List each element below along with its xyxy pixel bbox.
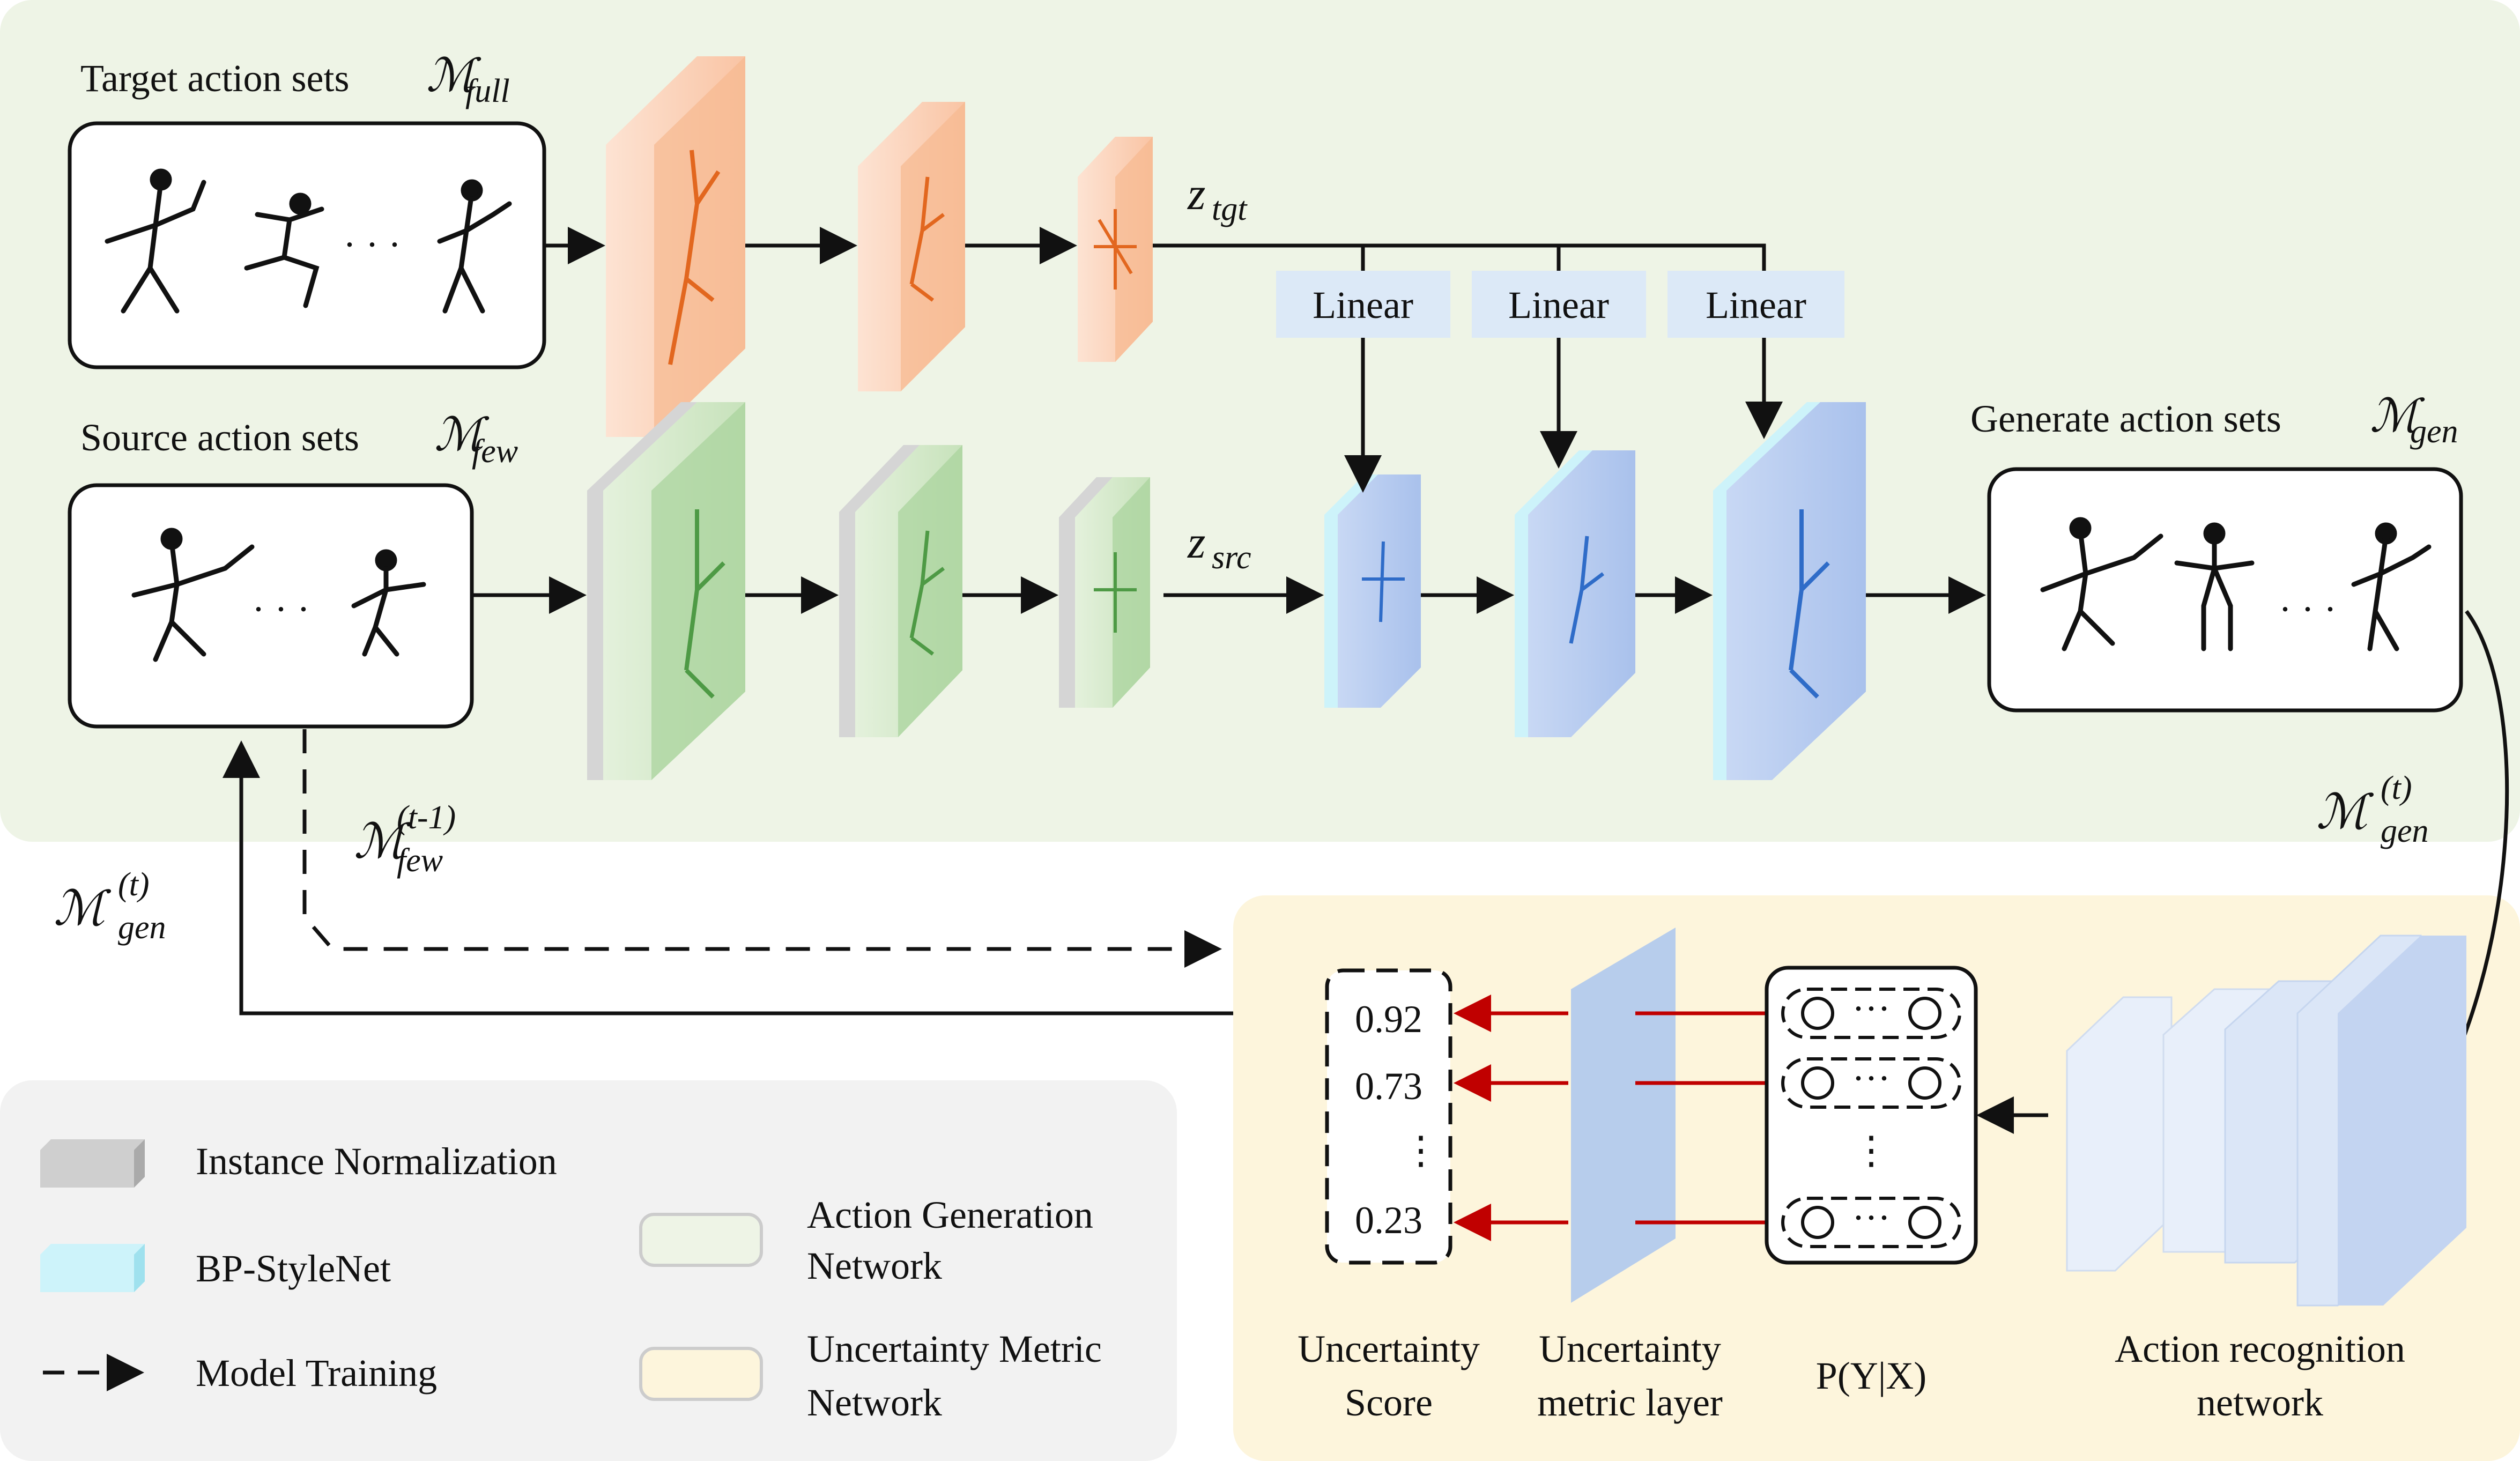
linear-box-3: Linear [1667, 271, 1844, 338]
source-sets-label: Source action sets [80, 416, 359, 459]
target-skeleton-3 [437, 179, 512, 314]
prob-vdots: ⋮ [1852, 1129, 1891, 1172]
dashed-training-arrow [302, 729, 1222, 968]
z-src-label: z [1187, 516, 1205, 568]
legend-bp-stylenet-label: BP-StyleNet [196, 1247, 391, 1290]
generate-math-symbol: ℳ [2370, 390, 2425, 442]
blue-decoder-block-1 [1324, 474, 1421, 708]
blue-decoder-block-2 [1515, 450, 1635, 737]
source-skeleton-2 [351, 549, 426, 657]
m-gen-t-left-label: ℳ (t) gen [54, 866, 166, 946]
svg-text:Linear: Linear [1706, 284, 1806, 327]
source-math-sub: few [472, 433, 518, 470]
orange-encoder-block-2 [858, 102, 965, 391]
legend-model-training-label: Model Training [196, 1352, 437, 1395]
svg-text:few: few [397, 842, 443, 879]
recog-title-line2: network [2197, 1381, 2323, 1424]
score-vdots: ⋮ [1402, 1129, 1440, 1172]
target-skeleton-2 [244, 192, 324, 308]
m-gen-t-right-label: ℳ (t) gen [2316, 770, 2429, 849]
action-recognition-network [2066, 935, 2466, 1307]
generate-skeleton-2 [2174, 522, 2255, 651]
svg-text:···: ··· [1852, 1196, 1891, 1239]
svg-text:Linear: Linear [1313, 284, 1413, 327]
generate-sets-label: Generate action sets [1970, 397, 2281, 440]
uncertainty-score-box [1325, 968, 1452, 1265]
layer-title-line1: Uncertainty [1539, 1327, 1721, 1370]
svg-text:(t): (t) [2381, 770, 2412, 806]
score-title-line2: Score [1345, 1381, 1433, 1424]
legend-uncertainty-line2: Network [807, 1381, 942, 1424]
linear-box-2: Linear [1472, 271, 1646, 338]
z-tgt-label: z [1187, 168, 1205, 219]
score-value-2: 0.73 [1355, 1065, 1422, 1108]
legend-panel [0, 1080, 1177, 1461]
blue-decoder-block-3 [1713, 402, 1866, 780]
generate-skeleton-1 [2040, 517, 2163, 651]
target-ellipsis: · · · [343, 223, 401, 266]
score-value-4: 0.23 [1355, 1199, 1422, 1242]
score-value-1: 0.92 [1355, 998, 1422, 1041]
orange-encoder-block-3 [1078, 137, 1153, 362]
legend-instance-norm-swatch [40, 1139, 145, 1188]
generate-ellipsis: · · · [2279, 588, 2337, 631]
svg-text:···: ··· [1852, 1057, 1891, 1100]
prob-title: P(Y|X) [1816, 1354, 1926, 1397]
svg-text:ℳ: ℳ [2316, 786, 2374, 839]
generate-math-sub: gen [2410, 413, 2458, 450]
target-math-symbol: ℳ [426, 50, 481, 101]
legend-action-gen-line2: Network [807, 1244, 942, 1287]
target-math-sub: full [465, 73, 510, 109]
m-few-prev-label: ℳ (t-1) few [354, 799, 456, 879]
legend-action-gen-line1: Action Generation [807, 1193, 1093, 1236]
svg-text:gen: gen [2381, 813, 2429, 849]
recog-title-line1: Action recognition [2115, 1327, 2405, 1370]
green-generator-block-3 [1059, 477, 1150, 708]
source-ellipsis: · · · [252, 588, 310, 631]
linear-box-1: Linear [1276, 271, 1450, 338]
svg-text:(t): (t) [118, 866, 150, 903]
prob-row-2: ··· [1781, 1057, 1961, 1109]
target-sets-label: Target action sets [80, 57, 349, 100]
legend-bp-stylenet-swatch [40, 1244, 145, 1292]
z-tgt-sub: tgt [1212, 191, 1248, 227]
svg-text:gen: gen [118, 909, 166, 946]
red-arrows [1454, 995, 1783, 1241]
source-math-symbol: ℳ [434, 409, 490, 461]
legend-instance-norm-label: Instance Normalization [196, 1140, 557, 1183]
probability-box [1765, 966, 1978, 1265]
target-action-box [68, 121, 546, 369]
layer-title-line2: metric layer [1537, 1381, 1723, 1424]
svg-text:(t-1): (t-1) [397, 799, 456, 836]
svg-text:ℳ: ℳ [54, 882, 112, 936]
svg-text:ℳ: ℳ [354, 815, 412, 869]
score-title-line1: Uncertainty [1298, 1327, 1480, 1370]
uncertainty-metric-layer [1571, 928, 1676, 1303]
z-src-sub: src [1212, 539, 1251, 576]
svg-text:···: ··· [1852, 987, 1891, 1030]
legend-uncertainty-swatch [639, 1347, 763, 1401]
source-skeleton-1 [131, 528, 255, 662]
svg-text:Linear: Linear [1508, 284, 1609, 327]
target-skeleton-1 [105, 168, 206, 314]
prob-row-3: ··· [1781, 1196, 1961, 1248]
legend-uncertainty-line1: Uncertainty Metric [807, 1327, 1102, 1370]
legend-action-gen-swatch [639, 1213, 763, 1267]
green-generator-block-1 [587, 402, 745, 780]
green-generator-block-2 [839, 445, 962, 737]
orange-encoder-block-1 [606, 56, 745, 437]
generate-skeleton-3 [2351, 522, 2432, 651]
prob-row-1: ··· [1781, 987, 1961, 1039]
